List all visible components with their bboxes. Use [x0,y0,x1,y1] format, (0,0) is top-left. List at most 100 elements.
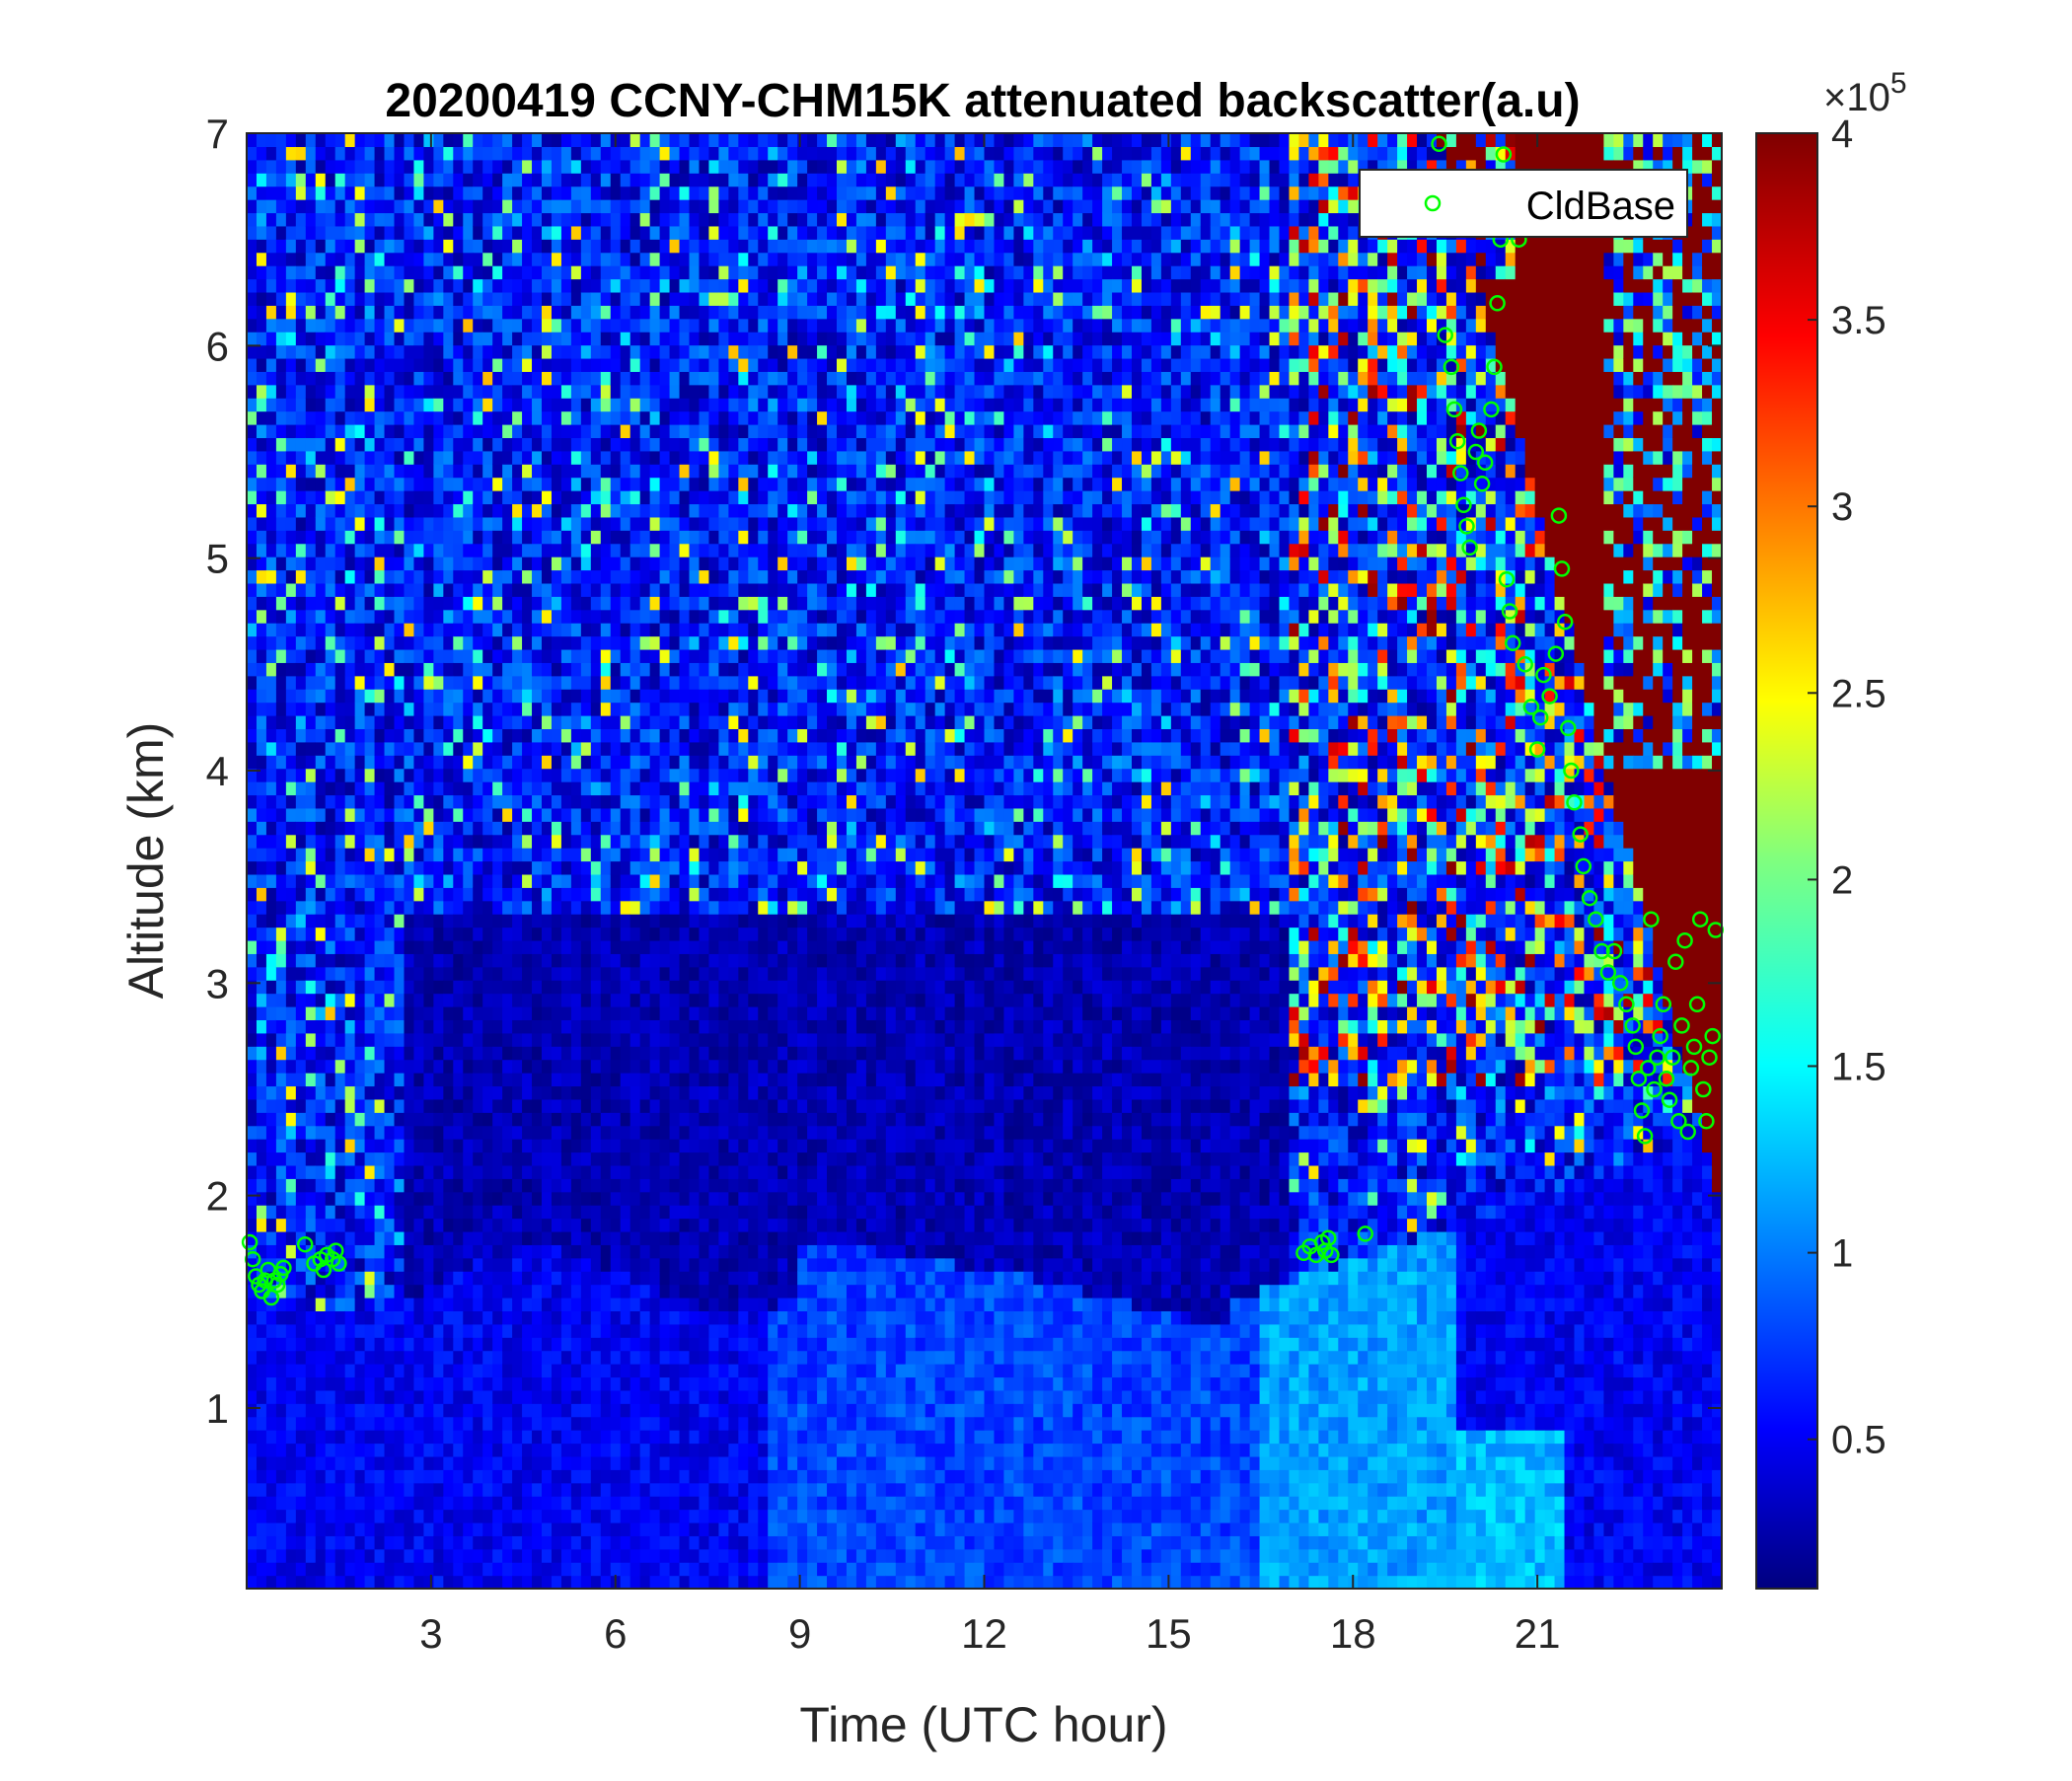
heatmap-cell [247,781,258,796]
heatmap-cell [275,1139,287,1153]
heatmap-cell [413,596,424,611]
heatmap-cell [344,1205,356,1220]
heatmap-cell [433,794,444,809]
heatmap-cell [570,239,582,254]
heatmap-cell [600,1455,612,1470]
heatmap-cell [384,873,396,888]
heatmap-cell [256,212,267,227]
heatmap-cell [325,873,336,888]
heatmap-cell [689,1376,701,1391]
heatmap-cell [639,821,651,836]
heatmap-cell [570,1575,582,1590]
heatmap-cell [629,199,641,214]
heatmap-cell [315,1059,327,1074]
heatmap-cell [265,384,277,399]
heatmap-cell [265,873,277,888]
heatmap-cell [404,278,415,293]
heatmap-cell [679,1139,691,1153]
heatmap-cell [295,1218,307,1232]
heatmap-cell [689,1575,701,1590]
heatmap-cell [679,1562,691,1577]
heatmap-cell [305,543,317,557]
heatmap-cell [453,437,464,452]
heatmap-cell [384,1019,396,1034]
heatmap-cell [512,371,523,386]
heatmap-cell [247,344,258,359]
heatmap-cell [433,1139,444,1153]
heatmap-cell [404,371,415,386]
heatmap-cell [580,927,592,941]
heatmap-cell [512,993,523,1007]
heatmap-cell [669,1032,681,1047]
heatmap-cell [265,239,277,254]
heatmap-cell [295,1125,307,1140]
heatmap-cell [315,768,327,782]
heatmap-cell [463,357,474,372]
heatmap-cell [649,1416,661,1431]
heatmap-cell [473,1337,483,1352]
heatmap-cell [590,1364,602,1378]
heatmap-cell [473,357,483,372]
heatmap-cell [492,543,503,557]
heatmap-cell [305,1178,317,1193]
heatmap-cell [285,1403,297,1418]
heatmap-cell [512,1469,523,1484]
heatmap-cell [463,278,474,293]
heatmap-cell [610,1403,622,1418]
heatmap-cell [344,609,356,624]
heatmap-cell [620,1575,631,1590]
heatmap-cell [325,1151,336,1166]
heatmap-cell [639,728,651,743]
heatmap-cell [275,1389,287,1404]
heatmap-cell [512,1178,523,1193]
heatmap-cell [639,186,651,200]
heatmap-cell [590,1046,602,1061]
heatmap-cell [305,159,317,174]
heatmap-cell [394,278,406,293]
heatmap-cell [285,1230,297,1245]
heatmap-cell [315,398,327,412]
heatmap-cell [492,582,503,597]
heatmap-cell [570,332,582,346]
heatmap-cell [354,1032,366,1047]
heatmap-cell [542,953,553,968]
heatmap-cell [620,1469,631,1484]
heatmap-cell [374,159,386,174]
heatmap-cell [247,239,258,254]
heatmap-cell [551,1521,562,1536]
heatmap-cell [247,914,258,928]
heatmap-cell [275,530,287,545]
heatmap-cell [570,569,582,584]
heatmap-cell [629,900,641,915]
heatmap-cell [443,728,454,743]
heatmap-cell [570,768,582,782]
heatmap-cell [423,1443,434,1457]
heatmap-cell [354,1205,366,1220]
heatmap-cell [433,450,444,465]
heatmap-cell [404,1337,415,1352]
heatmap-cell [560,1046,572,1061]
heatmap-cell [354,1085,366,1100]
heatmap-cell [394,741,406,756]
heatmap-cell [285,1085,297,1100]
heatmap-cell [334,569,346,584]
heatmap-cell [551,424,562,439]
heatmap-cell [256,530,267,545]
heatmap-cell [334,755,346,770]
heatmap-cell [669,265,681,280]
heatmap-cell [551,278,562,293]
heatmap-cell [649,557,661,571]
heatmap-cell [433,1323,444,1338]
heatmap-cell [404,887,415,902]
heatmap-cell [305,1073,317,1087]
heatmap-cell [590,543,602,557]
heatmap-cell [305,371,317,386]
heatmap-cell [325,1125,336,1140]
heatmap-cell [542,1455,553,1470]
heatmap-cell [265,728,277,743]
heatmap-cell [551,887,562,902]
heatmap-cell [325,741,336,756]
heatmap-cell [570,1443,582,1457]
heatmap-cell [364,1323,376,1338]
heatmap-cell [394,1178,406,1193]
